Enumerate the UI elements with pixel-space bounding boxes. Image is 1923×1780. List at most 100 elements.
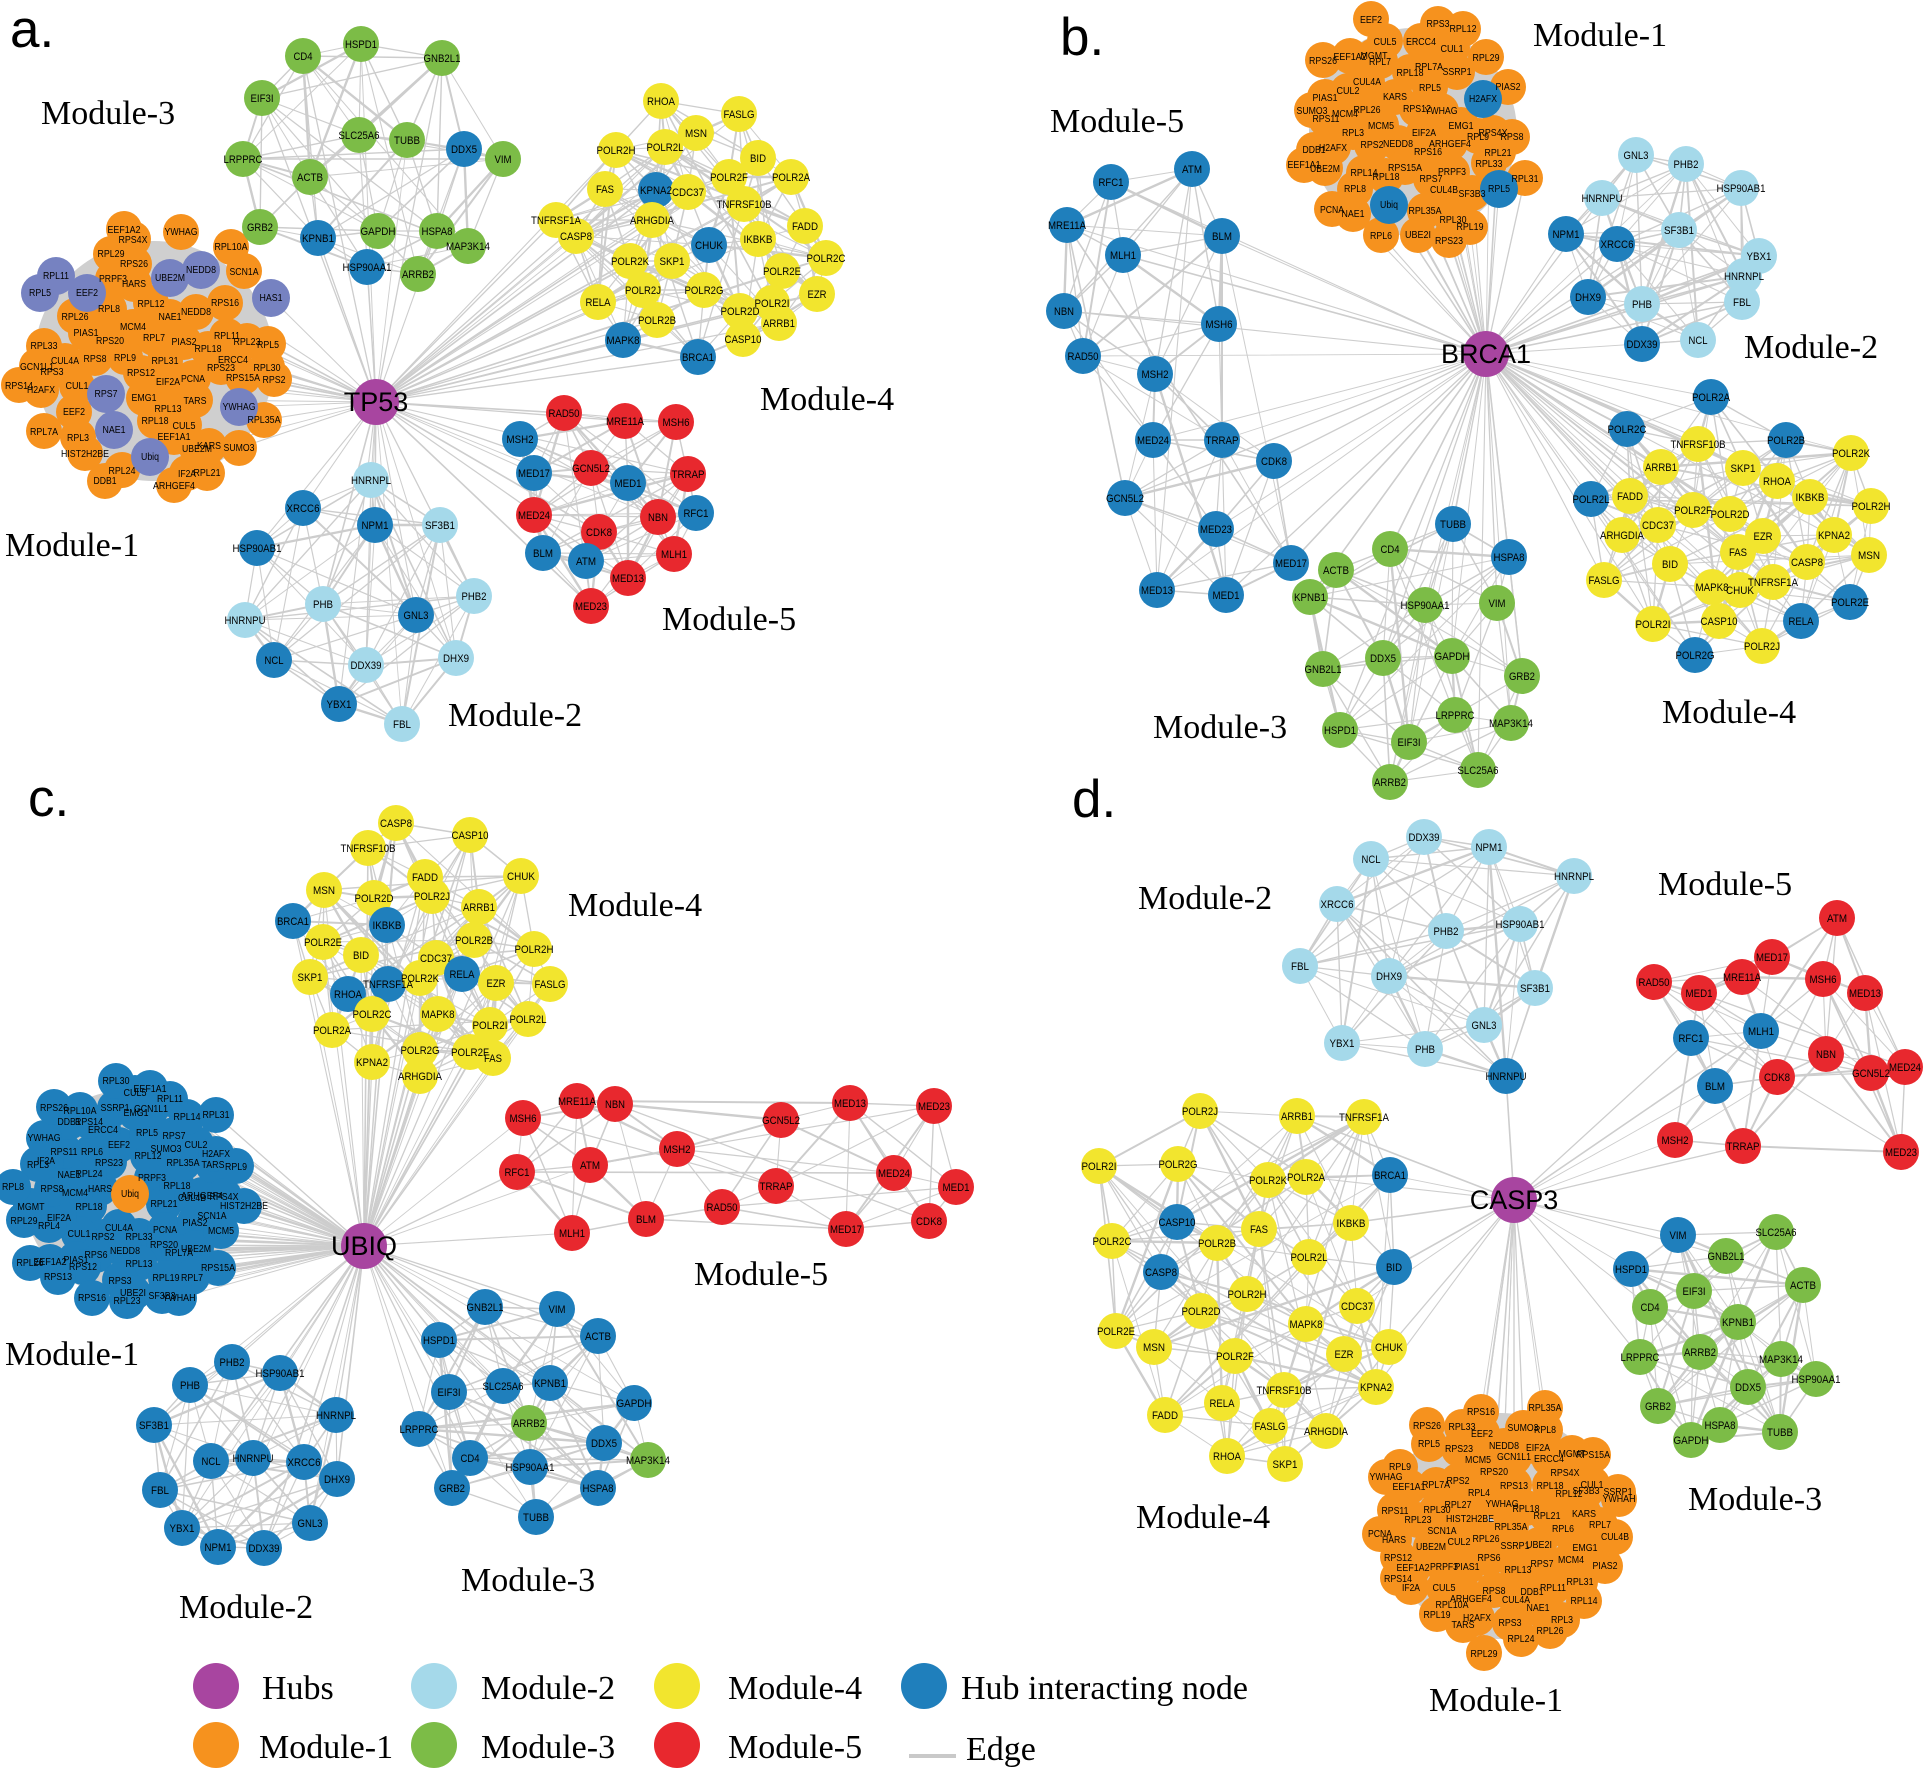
svg-text:HSPD1: HSPD1 — [1615, 1264, 1647, 1276]
svg-text:BID: BID — [353, 950, 369, 962]
svg-text:IKBKB: IKBKB — [744, 234, 773, 246]
svg-text:GCN1L1: GCN1L1 — [1497, 1452, 1531, 1463]
svg-text:RPL9: RPL9 — [114, 353, 136, 364]
svg-text:RPL6: RPL6 — [81, 1147, 103, 1158]
svg-text:POLR2G: POLR2G — [685, 285, 724, 297]
svg-text:CDC37: CDC37 — [1642, 520, 1674, 532]
svg-text:RPL21: RPL21 — [1534, 1511, 1561, 1522]
svg-text:RPL23: RPL23 — [234, 337, 261, 348]
svg-text:CUL4B: CUL4B — [1601, 1532, 1629, 1543]
svg-text:EEF2: EEF2 — [1471, 1429, 1493, 1440]
svg-text:MGMT: MGMT — [1559, 1449, 1586, 1460]
svg-text:RPL27: RPL27 — [1445, 1500, 1472, 1511]
svg-text:RPL7A: RPL7A — [165, 1248, 193, 1259]
svg-text:TNFRSF10B: TNFRSF10B — [341, 843, 396, 855]
svg-text:CUL4A: CUL4A — [1353, 77, 1381, 88]
svg-text:PIAS2: PIAS2 — [1593, 1561, 1618, 1572]
svg-text:RPS13: RPS13 — [44, 1272, 72, 1283]
svg-text:CASP3: CASP3 — [1470, 1185, 1559, 1215]
svg-text:RPL35A: RPL35A — [1409, 206, 1442, 217]
svg-text:YWHAG: YWHAG — [1370, 1472, 1403, 1483]
svg-text:CUL1: CUL1 — [1581, 1480, 1604, 1491]
svg-text:CUL1: CUL1 — [66, 381, 89, 392]
svg-text:YBX1: YBX1 — [327, 699, 352, 711]
svg-text:PHB: PHB — [180, 1380, 200, 1392]
svg-text:EIF2A: EIF2A — [1526, 1443, 1550, 1454]
svg-text:HSPD1: HSPD1 — [345, 39, 377, 51]
svg-text:GCN5L2: GCN5L2 — [1106, 493, 1144, 505]
svg-text:EEF1A1: EEF1A1 — [158, 432, 191, 443]
svg-text:PIAS2: PIAS2 — [1496, 82, 1521, 93]
svg-text:CUL5: CUL5 — [173, 421, 196, 432]
svg-text:MGMT: MGMT — [1361, 51, 1388, 62]
svg-text:CUL1: CUL1 — [68, 1229, 91, 1240]
svg-text:RPS3: RPS3 — [109, 1276, 132, 1287]
svg-text:GNB2L1: GNB2L1 — [1708, 1251, 1745, 1263]
svg-text:SUMO3: SUMO3 — [224, 443, 255, 454]
svg-text:RPL29: RPL29 — [1473, 53, 1500, 64]
svg-text:GAPDH: GAPDH — [1435, 651, 1470, 663]
svg-text:POLR2I: POLR2I — [1636, 619, 1671, 631]
svg-text:POLR2B: POLR2B — [455, 935, 493, 947]
svg-text:CASP10: CASP10 — [1159, 1217, 1196, 1229]
svg-text:RPL18: RPL18 — [1373, 172, 1400, 183]
svg-text:Module-5: Module-5 — [1050, 103, 1184, 140]
svg-text:RPS26: RPS26 — [120, 259, 148, 270]
svg-text:EEF1A2: EEF1A2 — [34, 1257, 67, 1268]
svg-text:TNFRSF10B: TNFRSF10B — [717, 199, 772, 211]
svg-text:XRCC6: XRCC6 — [287, 503, 320, 515]
svg-text:ATM: ATM — [580, 1160, 600, 1172]
svg-text:H2AFX: H2AFX — [27, 385, 55, 396]
svg-text:TUBB: TUBB — [523, 1512, 549, 1524]
svg-text:H2AFX: H2AFX — [1469, 94, 1497, 105]
svg-text:PIAS1: PIAS1 — [64, 1255, 89, 1266]
svg-text:Module-5: Module-5 — [1658, 866, 1792, 903]
svg-text:Module-3: Module-3 — [461, 1562, 595, 1599]
svg-text:MED17: MED17 — [830, 1224, 862, 1236]
svg-text:EEF2: EEF2 — [63, 407, 85, 418]
svg-text:MSN: MSN — [1143, 1342, 1165, 1354]
svg-text:UBE2M: UBE2M — [1416, 1542, 1446, 1553]
svg-text:MCM5: MCM5 — [1465, 1455, 1491, 1466]
svg-text:CASP8: CASP8 — [560, 231, 592, 243]
svg-text:RPL19: RPL19 — [1424, 1610, 1451, 1621]
svg-text:EIF2A: EIF2A — [1412, 128, 1436, 139]
svg-text:MLH1: MLH1 — [1110, 250, 1136, 262]
svg-text:RPS11: RPS11 — [1313, 114, 1340, 125]
svg-text:RPS11: RPS11 — [1382, 1506, 1409, 1517]
svg-text:EZR: EZR — [808, 289, 827, 301]
svg-text:RPL8: RPL8 — [2, 1182, 24, 1193]
svg-text:VIM: VIM — [495, 154, 512, 166]
svg-text:HARS: HARS — [88, 1184, 112, 1195]
svg-text:RPS6: RPS6 — [85, 1250, 108, 1261]
svg-text:PRPF3: PRPF3 — [1438, 167, 1466, 178]
svg-text:PIAS2: PIAS2 — [172, 337, 197, 348]
svg-text:POLR2A: POLR2A — [772, 172, 811, 184]
svg-text:POLR2K: POLR2K — [401, 973, 440, 985]
svg-text:MRE11A: MRE11A — [1723, 972, 1762, 984]
svg-text:RPL29: RPL29 — [11, 1216, 38, 1227]
svg-text:POLR2I: POLR2I — [1082, 1161, 1117, 1173]
svg-text:RPS4X: RPS4X — [1551, 1468, 1580, 1479]
svg-text:MLH1: MLH1 — [1748, 1026, 1774, 1038]
svg-text:RPL18: RPL18 — [142, 416, 169, 427]
svg-text:HNRNPU: HNRNPU — [1582, 193, 1623, 205]
svg-text:TUBB: TUBB — [394, 135, 420, 147]
svg-text:RPL12: RPL12 — [138, 299, 165, 310]
svg-text:POLR2H: POLR2H — [1228, 1289, 1267, 1301]
svg-text:RPL3: RPL3 — [1551, 1615, 1573, 1626]
svg-text:KPNB1: KPNB1 — [1722, 1317, 1754, 1329]
svg-text:TNFRSF10B: TNFRSF10B — [1671, 439, 1726, 451]
svg-text:IF2A: IF2A — [1402, 1583, 1420, 1594]
svg-text:SKP1: SKP1 — [1273, 1459, 1298, 1471]
svg-text:DHX9: DHX9 — [1376, 971, 1402, 983]
svg-text:KPNA2: KPNA2 — [640, 185, 672, 197]
svg-text:RPL8: RPL8 — [1534, 1425, 1556, 1436]
svg-text:IF2A: IF2A — [178, 469, 196, 480]
svg-text:RPS23: RPS23 — [95, 1158, 123, 1169]
svg-text:RPL24: RPL24 — [1508, 1634, 1535, 1645]
svg-text:SSRP1: SSRP1 — [1604, 1487, 1633, 1498]
svg-text:ARRB2: ARRB2 — [1684, 1347, 1716, 1359]
svg-text:CDC37: CDC37 — [672, 187, 704, 199]
svg-text:FAS: FAS — [484, 1053, 502, 1065]
